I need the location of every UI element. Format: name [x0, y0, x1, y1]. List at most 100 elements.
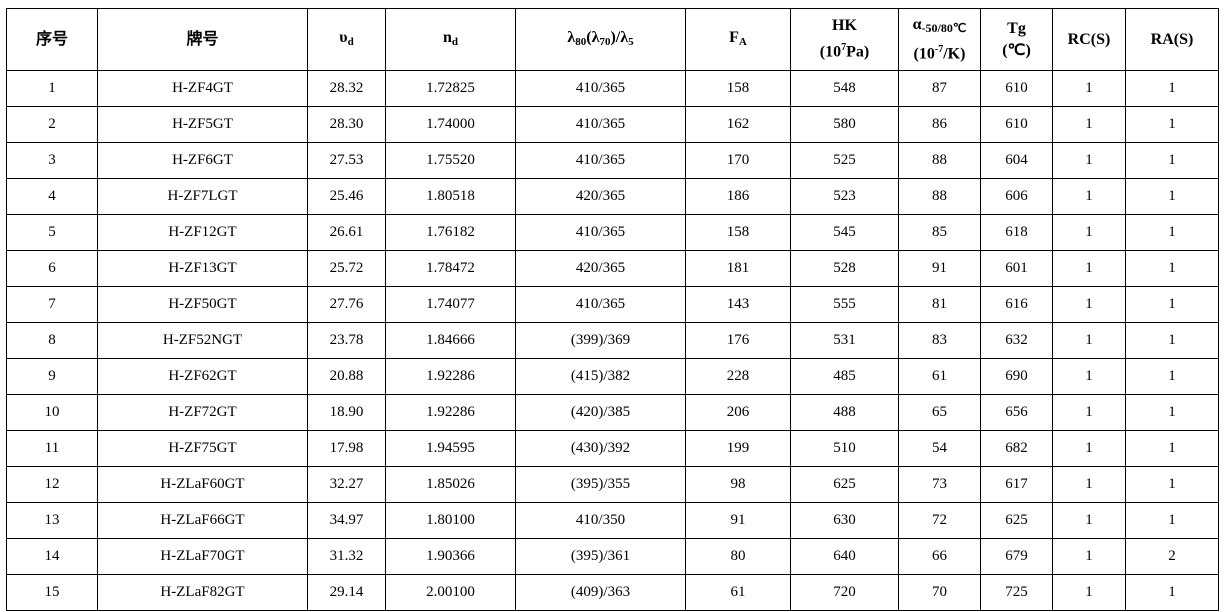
table-cell: 87: [898, 70, 981, 107]
table-cell: 17.98: [307, 430, 386, 467]
table-cell: 1.75520: [385, 142, 516, 179]
table-cell: 91: [685, 502, 791, 539]
table-cell: 1.80100: [385, 502, 516, 539]
table-cell: 5: [6, 214, 98, 251]
table-cell: 1: [1052, 286, 1126, 323]
table-cell: 1: [6, 70, 98, 107]
header-row: 序号 牌号 υd nd λ80(λ70)/λ5 FA HK (107Pa) α-5…: [6, 8, 1219, 71]
table-row: 6 H-ZF13GT 25.72 1.78472 420/365 181 528 91 601 1…: [6, 250, 1219, 287]
table-cell: 625: [790, 466, 899, 503]
table-cell: 528: [790, 250, 899, 287]
table-cell: 2.00100: [385, 574, 516, 611]
table-row: 3 H-ZF6GT 27.53 1.75520 410/365 170 525 88 604 1 1: [6, 142, 1219, 179]
table-cell: 523: [790, 178, 899, 215]
table-cell: 682: [980, 430, 1053, 467]
table-cell: 525: [790, 142, 899, 179]
table-cell: 410/365: [515, 214, 686, 251]
table-cell: 656: [980, 394, 1053, 431]
table-cell: (399)/369: [515, 322, 686, 359]
table-cell: 632: [980, 322, 1053, 359]
table-cell: 1: [1125, 322, 1219, 359]
table-cell: 158: [685, 214, 791, 251]
table-cell: (415)/382: [515, 358, 686, 395]
table-cell: H-ZLaF70GT: [97, 538, 308, 575]
table-cell: 20.88: [307, 358, 386, 395]
table-cell: 88: [898, 142, 981, 179]
header-alpha: α-50/80℃ (10-7/K): [898, 8, 981, 71]
header-coloring: λ80(λ70)/λ5: [515, 8, 686, 71]
table-cell: 1: [1125, 466, 1219, 503]
table-cell: H-ZF52NGT: [97, 322, 308, 359]
table-row: 15 H-ZLaF82GT 29.14 2.00100 (409)/363 61 720 70…: [6, 574, 1219, 611]
header-hk: HK (107Pa): [790, 8, 899, 71]
table-cell: 1.74000: [385, 106, 516, 143]
table-cell: 625: [980, 502, 1053, 539]
table-cell: 12: [6, 466, 98, 503]
header-fa: FA: [685, 8, 791, 71]
table-cell: 54: [898, 430, 981, 467]
table-cell: 601: [980, 250, 1053, 287]
table-cell: 86: [898, 106, 981, 143]
table-cell: H-ZF13GT: [97, 250, 308, 287]
glass-properties-table: 序号 牌号 υd nd λ80(λ70)/λ5 FA HK (107Pa) α-5…: [6, 8, 1219, 611]
table-cell: 70: [898, 574, 981, 611]
table-cell: 580: [790, 106, 899, 143]
table-cell: (395)/355: [515, 466, 686, 503]
table-cell: 1: [1052, 142, 1126, 179]
table-cell: H-ZF7LGT: [97, 178, 308, 215]
table-cell: 1: [1125, 394, 1219, 431]
table-cell: 725: [980, 574, 1053, 611]
table-cell: H-ZF6GT: [97, 142, 308, 179]
table-cell: 158: [685, 70, 791, 107]
table-cell: 27.53: [307, 142, 386, 179]
table-cell: 510: [790, 430, 899, 467]
table-cell: 1: [1125, 142, 1219, 179]
table-row: 1 H-ZF4GT 28.32 1.72825 410/365 158 548 87 610 1 1: [6, 70, 1219, 107]
table-cell: 1: [1052, 178, 1126, 215]
table-row: 10 H-ZF72GT 18.90 1.92286 (420)/385 206 488 65 6…: [6, 394, 1219, 431]
table-row: 9 H-ZF62GT 20.88 1.92286 (415)/382 228 485 61 69…: [6, 358, 1219, 395]
table-cell: (420)/385: [515, 394, 686, 431]
table-cell: 690: [980, 358, 1053, 395]
table-cell: H-ZF62GT: [97, 358, 308, 395]
table-cell: 1.94595: [385, 430, 516, 467]
table-cell: 176: [685, 322, 791, 359]
table-row: 12 H-ZLaF60GT 32.27 1.85026 (395)/355 98 625 73…: [6, 466, 1219, 503]
table-cell: 85: [898, 214, 981, 251]
table-cell: 1: [1052, 394, 1126, 431]
table-row: 5 H-ZF12GT 26.61 1.76182 410/365 158 545 85 618 1…: [6, 214, 1219, 251]
table-cell: 1: [1125, 430, 1219, 467]
table-cell: 1.72825: [385, 70, 516, 107]
table-cell: 1: [1052, 466, 1126, 503]
header-ra: RA(S): [1125, 8, 1219, 71]
header-grade: 牌号: [97, 8, 308, 71]
table-cell: 555: [790, 286, 899, 323]
table-cell: H-ZF72GT: [97, 394, 308, 431]
table-cell: 27.76: [307, 286, 386, 323]
table-cell: 410/350: [515, 502, 686, 539]
table-row: 11 H-ZF75GT 17.98 1.94595 (430)/392 199 510 54 6…: [6, 430, 1219, 467]
table-cell: H-ZF75GT: [97, 430, 308, 467]
table-cell: 679: [980, 538, 1053, 575]
table-cell: 488: [790, 394, 899, 431]
table-cell: 6: [6, 250, 98, 287]
header-rc: RC(S): [1052, 8, 1126, 71]
table-cell: 640: [790, 538, 899, 575]
table-cell: 545: [790, 214, 899, 251]
table-cell: 228: [685, 358, 791, 395]
table-cell: 1: [1052, 502, 1126, 539]
table-cell: 604: [980, 142, 1053, 179]
table-cell: 1.90366: [385, 538, 516, 575]
table-cell: 1: [1052, 70, 1126, 107]
table-cell: 26.61: [307, 214, 386, 251]
table-cell: 23.78: [307, 322, 386, 359]
table-cell: 7: [6, 286, 98, 323]
table-cell: 206: [685, 394, 791, 431]
table-cell: 1: [1052, 250, 1126, 287]
table-row: 7 H-ZF50GT 27.76 1.74077 410/365 143 555 81 616 1…: [6, 286, 1219, 323]
table-cell: 1.78472: [385, 250, 516, 287]
table-cell: 66: [898, 538, 981, 575]
table-cell: 72: [898, 502, 981, 539]
table-cell: 1: [1052, 538, 1126, 575]
table-cell: 531: [790, 322, 899, 359]
